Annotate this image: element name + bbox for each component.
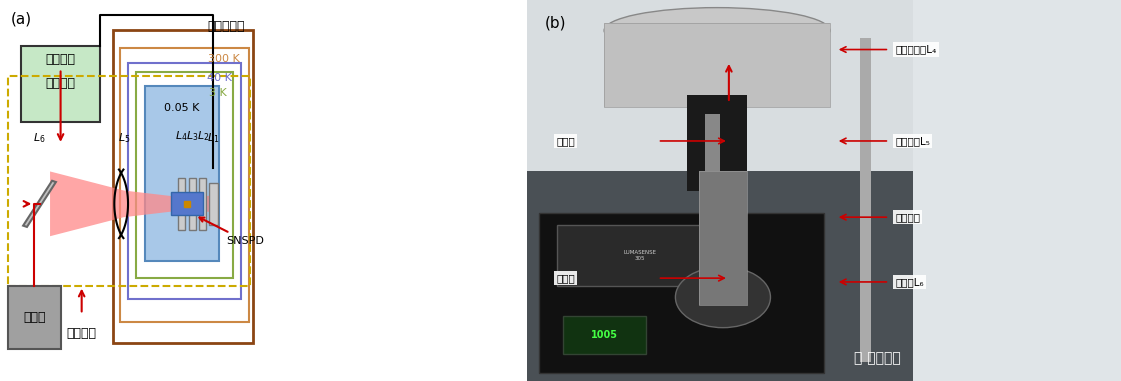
Bar xyxy=(113,30,253,343)
Bar xyxy=(200,178,206,230)
Text: $L_6$: $L_6$ xyxy=(34,131,46,145)
Bar xyxy=(21,46,100,122)
Bar xyxy=(557,225,723,286)
Bar xyxy=(700,171,747,305)
Bar xyxy=(136,72,233,278)
Bar xyxy=(8,286,61,349)
Text: 3 K: 3 K xyxy=(209,88,226,98)
Bar xyxy=(705,114,720,305)
Bar xyxy=(8,76,250,286)
Text: 光学系统: 光学系统 xyxy=(46,53,75,66)
Bar xyxy=(188,178,196,230)
Bar xyxy=(604,23,830,107)
Bar xyxy=(604,23,830,107)
Text: 制冷机系统: 制冷机系统 xyxy=(207,20,245,33)
Circle shape xyxy=(675,267,770,328)
Text: 黑体源: 黑体源 xyxy=(24,311,46,324)
Text: $L_3$: $L_3$ xyxy=(186,129,198,143)
Text: 聚焦透镜L₅: 聚焦透镜L₅ xyxy=(896,136,930,146)
Bar xyxy=(145,86,219,261)
Bar xyxy=(860,38,871,362)
Text: 0.05 K: 0.05 K xyxy=(164,103,200,113)
Text: $L_1$: $L_1$ xyxy=(207,131,220,145)
Text: 屏蔽套管: 屏蔽套管 xyxy=(896,212,920,222)
Text: 🔴 红外芯闻: 🔴 红外芯闻 xyxy=(854,351,900,365)
Text: $L_5$: $L_5$ xyxy=(118,131,130,145)
Text: 300 K: 300 K xyxy=(209,54,240,64)
Bar xyxy=(687,95,747,190)
Bar xyxy=(539,213,824,373)
Text: (b): (b) xyxy=(545,15,566,30)
Bar xyxy=(563,316,646,354)
Bar xyxy=(912,0,1121,381)
Polygon shape xyxy=(50,171,219,236)
Bar xyxy=(172,192,203,215)
Bar xyxy=(527,0,1121,171)
Text: SNSPD: SNSPD xyxy=(200,218,265,246)
Text: 屏蔽套管: 屏蔽套管 xyxy=(66,327,96,340)
Text: 电学读出: 电学读出 xyxy=(46,77,75,90)
Text: 制冷机: 制冷机 xyxy=(557,136,575,146)
Bar xyxy=(128,63,241,299)
Text: 黑体源: 黑体源 xyxy=(557,273,575,283)
Text: (a): (a) xyxy=(10,11,31,26)
Text: 40 K: 40 K xyxy=(207,73,232,83)
Text: $L_4$: $L_4$ xyxy=(175,129,188,143)
Bar xyxy=(700,171,747,305)
Text: 反射镜L₆: 反射镜L₆ xyxy=(896,277,924,287)
Polygon shape xyxy=(24,181,56,227)
Text: $L_2$: $L_2$ xyxy=(196,129,209,143)
Text: 1005: 1005 xyxy=(591,330,618,340)
Bar xyxy=(527,171,1121,381)
Ellipse shape xyxy=(604,8,830,53)
Bar xyxy=(120,48,249,322)
Bar xyxy=(178,178,185,230)
Bar xyxy=(210,183,217,225)
Text: LUMASENSE
305: LUMASENSE 305 xyxy=(623,250,656,261)
Text: 最外层窗口L₄: 最外层窗口L₄ xyxy=(896,45,936,54)
